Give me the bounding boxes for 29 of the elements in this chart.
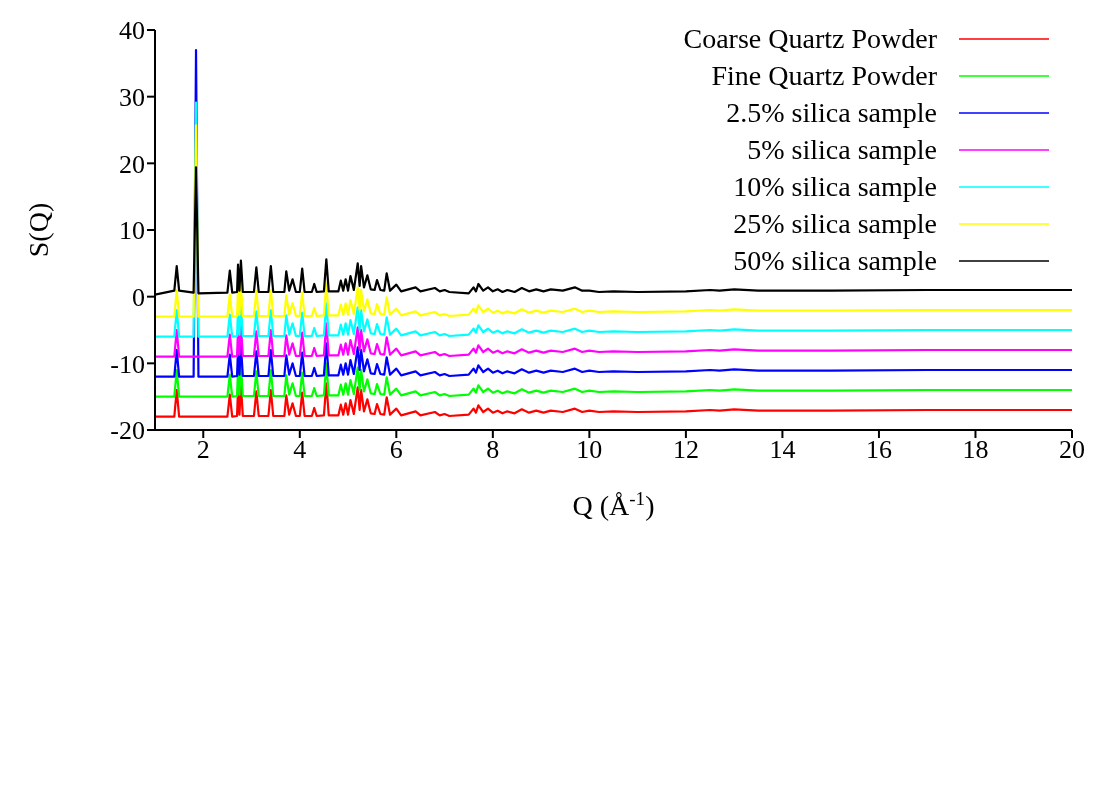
y-tick-label: -10 <box>110 349 145 379</box>
x-axis-title: Q (Å$^{-1}$) <box>572 487 655 521</box>
y-tick-label: 0 <box>132 282 145 312</box>
x-tick-label: 16 <box>865 435 892 465</box>
y-axis-title: S(Q) <box>23 202 54 258</box>
x-tick-label: 20 <box>1059 435 1085 465</box>
line-series <box>155 382 1072 418</box>
legend-label: Coarse Quartz Powder <box>683 22 937 56</box>
legend-label: Fine Quartz Powder <box>711 59 937 93</box>
x-tick-label: 14 <box>769 435 796 465</box>
x-tick-label: 2 <box>196 435 210 465</box>
x-tick-label: 8 <box>486 435 500 465</box>
legend-label: 2.5% silica sample <box>726 96 937 130</box>
y-tick-label: -20 <box>110 416 145 446</box>
x-tick-label: 4 <box>293 435 307 465</box>
legend-label: 10% silica sample <box>733 170 937 204</box>
x-tick-label: 12 <box>672 435 699 465</box>
legend-label: 50% silica sample <box>733 244 937 278</box>
line-series <box>155 362 1072 398</box>
x-tick-label: 18 <box>962 435 989 465</box>
x-tick-label: 10 <box>576 435 603 465</box>
y-tick-label: 10 <box>119 216 145 246</box>
y-tick-label: 20 <box>119 149 145 179</box>
y-tick-label: 30 <box>119 82 145 112</box>
line-series <box>155 322 1072 358</box>
legend-label: 5% silica sample <box>747 133 937 167</box>
legend-label: 25% silica sample <box>733 207 937 241</box>
y-tick-label: 40 <box>119 16 145 46</box>
x-tick-label: 6 <box>389 435 403 465</box>
